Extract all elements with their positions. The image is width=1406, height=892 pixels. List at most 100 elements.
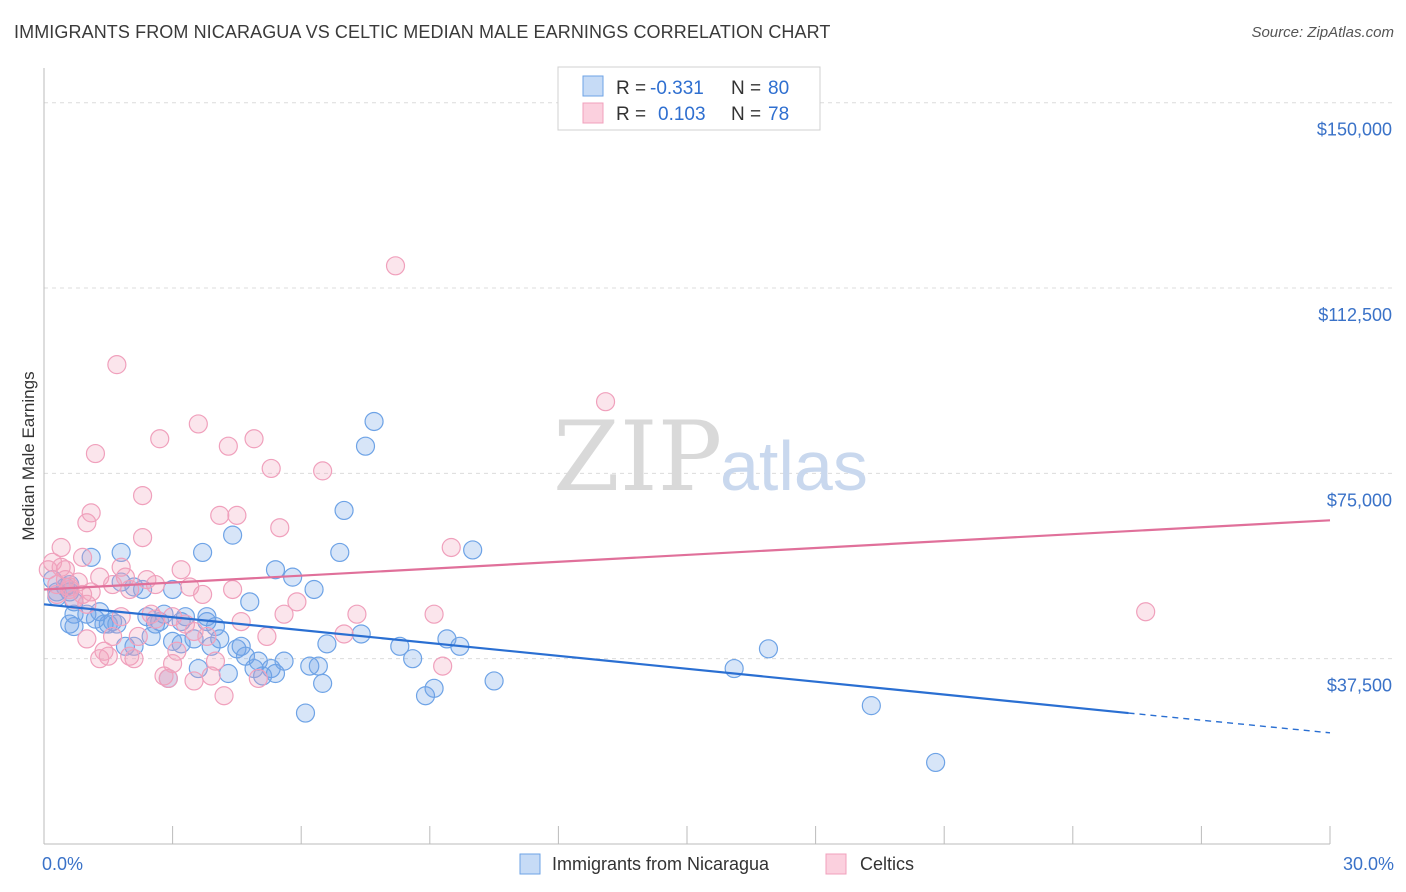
data-point-celtics bbox=[347, 604, 367, 624]
legend-n-value-1: 80 bbox=[768, 78, 789, 99]
data-point-celtics bbox=[132, 527, 153, 548]
data-point-celtics bbox=[102, 626, 123, 647]
legend-r-value-1: -0.331 bbox=[650, 78, 704, 99]
data-point-celtics bbox=[214, 686, 234, 706]
data-point-celtics bbox=[595, 392, 616, 412]
legend-swatch-blue bbox=[582, 75, 604, 97]
data-point-celtics bbox=[193, 584, 213, 605]
data-point-celtics bbox=[72, 547, 93, 567]
data-point-celtics bbox=[231, 612, 251, 632]
data-point-celtics bbox=[132, 485, 153, 506]
data-point-nicaragua bbox=[334, 500, 354, 521]
data-point-celtics bbox=[385, 256, 406, 276]
data-point-nicaragua bbox=[861, 696, 881, 716]
series-legend: Immigrants from Nicaragua Celtics bbox=[519, 853, 914, 875]
data-point-nicaragua bbox=[240, 592, 260, 612]
data-point-celtics bbox=[51, 537, 71, 558]
data-point-celtics bbox=[257, 626, 277, 647]
legend-r-label-1: R = bbox=[616, 78, 646, 99]
data-point-celtics bbox=[218, 436, 238, 456]
data-point-celtics bbox=[98, 646, 118, 666]
data-point-celtics bbox=[120, 579, 140, 600]
data-point-celtics bbox=[433, 656, 453, 676]
legend-n-value-2: 78 bbox=[768, 104, 789, 125]
data-point-nicaragua bbox=[295, 703, 316, 723]
data-point-celtics bbox=[171, 560, 191, 580]
series-legend-label-2: Celtics bbox=[860, 854, 914, 874]
legend-n-label-1: N = bbox=[731, 78, 761, 99]
data-point-celtics bbox=[184, 671, 204, 691]
data-point-celtics bbox=[424, 604, 444, 624]
correlation-legend: R = -0.331 N = 80 R = 0.103 N = 78 bbox=[557, 66, 821, 131]
data-point-celtics bbox=[111, 557, 131, 577]
data-point-celtics bbox=[223, 579, 243, 600]
series-legend-swatch-pink bbox=[825, 853, 847, 875]
data-point-celtics bbox=[145, 609, 166, 629]
data-point-celtics bbox=[124, 649, 144, 669]
data-point-celtics bbox=[184, 621, 204, 642]
trend-line-nicaragua-extension bbox=[1128, 712, 1331, 734]
data-point-celtics bbox=[274, 604, 294, 624]
chart-source: Source: ZipAtlas.com bbox=[1251, 24, 1394, 41]
legend-n-label-2: N = bbox=[731, 104, 761, 125]
data-point-nicaragua bbox=[463, 540, 483, 560]
data-point-nicaragua bbox=[484, 671, 504, 691]
trend-lines bbox=[43, 519, 1331, 734]
data-point-celtics bbox=[210, 505, 230, 525]
data-point-nicaragua bbox=[231, 636, 251, 656]
data-point-nicaragua bbox=[424, 678, 444, 698]
data-point-celtics bbox=[441, 537, 461, 558]
data-point-celtics bbox=[287, 592, 307, 612]
x-tick-label: 30.0% bbox=[1343, 854, 1394, 874]
data-point-celtics bbox=[81, 503, 101, 523]
y-axis-label: Median Male Earnings bbox=[19, 371, 38, 540]
data-point-celtics bbox=[261, 458, 281, 479]
data-point-nicaragua bbox=[111, 542, 131, 563]
data-point-celtics bbox=[167, 641, 187, 661]
grid-lines bbox=[44, 102, 1394, 660]
legend-r-label-2: R = bbox=[616, 104, 646, 125]
data-point-celtics bbox=[244, 429, 264, 449]
data-point-nicaragua bbox=[351, 624, 371, 644]
data-point-celtics bbox=[77, 513, 97, 533]
data-point-nicaragua bbox=[403, 649, 423, 669]
data-point-celtics bbox=[158, 668, 178, 689]
data-point-nicaragua bbox=[274, 651, 294, 671]
series-legend-label-1: Immigrants from Nicaragua bbox=[552, 854, 770, 874]
data-points bbox=[38, 256, 1156, 773]
series-legend-swatch-blue bbox=[519, 853, 541, 875]
data-point-nicaragua bbox=[926, 752, 946, 773]
chart-title: IMMIGRANTS FROM NICARAGUA VS CELTIC MEDI… bbox=[14, 22, 831, 42]
data-point-celtics bbox=[197, 626, 217, 647]
y-tick-label: $112,500 bbox=[1318, 305, 1392, 325]
data-point-celtics bbox=[188, 414, 208, 434]
data-point-nicaragua bbox=[223, 525, 243, 545]
y-tick-labels: $37,500 $75,000 $112,500 $150,000 bbox=[1317, 120, 1392, 696]
y-tick-label: $37,500 bbox=[1327, 676, 1392, 696]
data-point-nicaragua bbox=[355, 436, 376, 456]
watermark-atlas: atlas bbox=[720, 427, 868, 505]
data-point-nicaragua bbox=[193, 542, 213, 563]
data-point-nicaragua bbox=[304, 579, 324, 600]
data-point-celtics bbox=[85, 443, 106, 464]
y-tick-label: $75,000 bbox=[1327, 490, 1392, 510]
data-point-celtics bbox=[150, 429, 170, 449]
data-point-nicaragua bbox=[317, 634, 337, 654]
data-point-celtics bbox=[163, 654, 183, 674]
data-point-celtics bbox=[205, 651, 226, 671]
data-point-nicaragua bbox=[390, 636, 410, 656]
data-point-nicaragua bbox=[758, 639, 779, 659]
watermark-zip: ZIP bbox=[553, 401, 722, 513]
data-point-nicaragua bbox=[330, 542, 350, 563]
data-point-celtics bbox=[1136, 602, 1156, 622]
data-point-celtics bbox=[248, 668, 268, 689]
x-tick-label: 0.0% bbox=[42, 854, 83, 874]
data-point-celtics bbox=[128, 626, 148, 647]
axes bbox=[43, 68, 1331, 845]
x-tick-labels: 0.0% 30.0% bbox=[42, 854, 1394, 874]
data-point-nicaragua bbox=[313, 673, 333, 693]
data-point-celtics bbox=[77, 629, 97, 649]
data-point-nicaragua bbox=[64, 616, 84, 637]
legend-swatch-pink bbox=[582, 102, 604, 124]
